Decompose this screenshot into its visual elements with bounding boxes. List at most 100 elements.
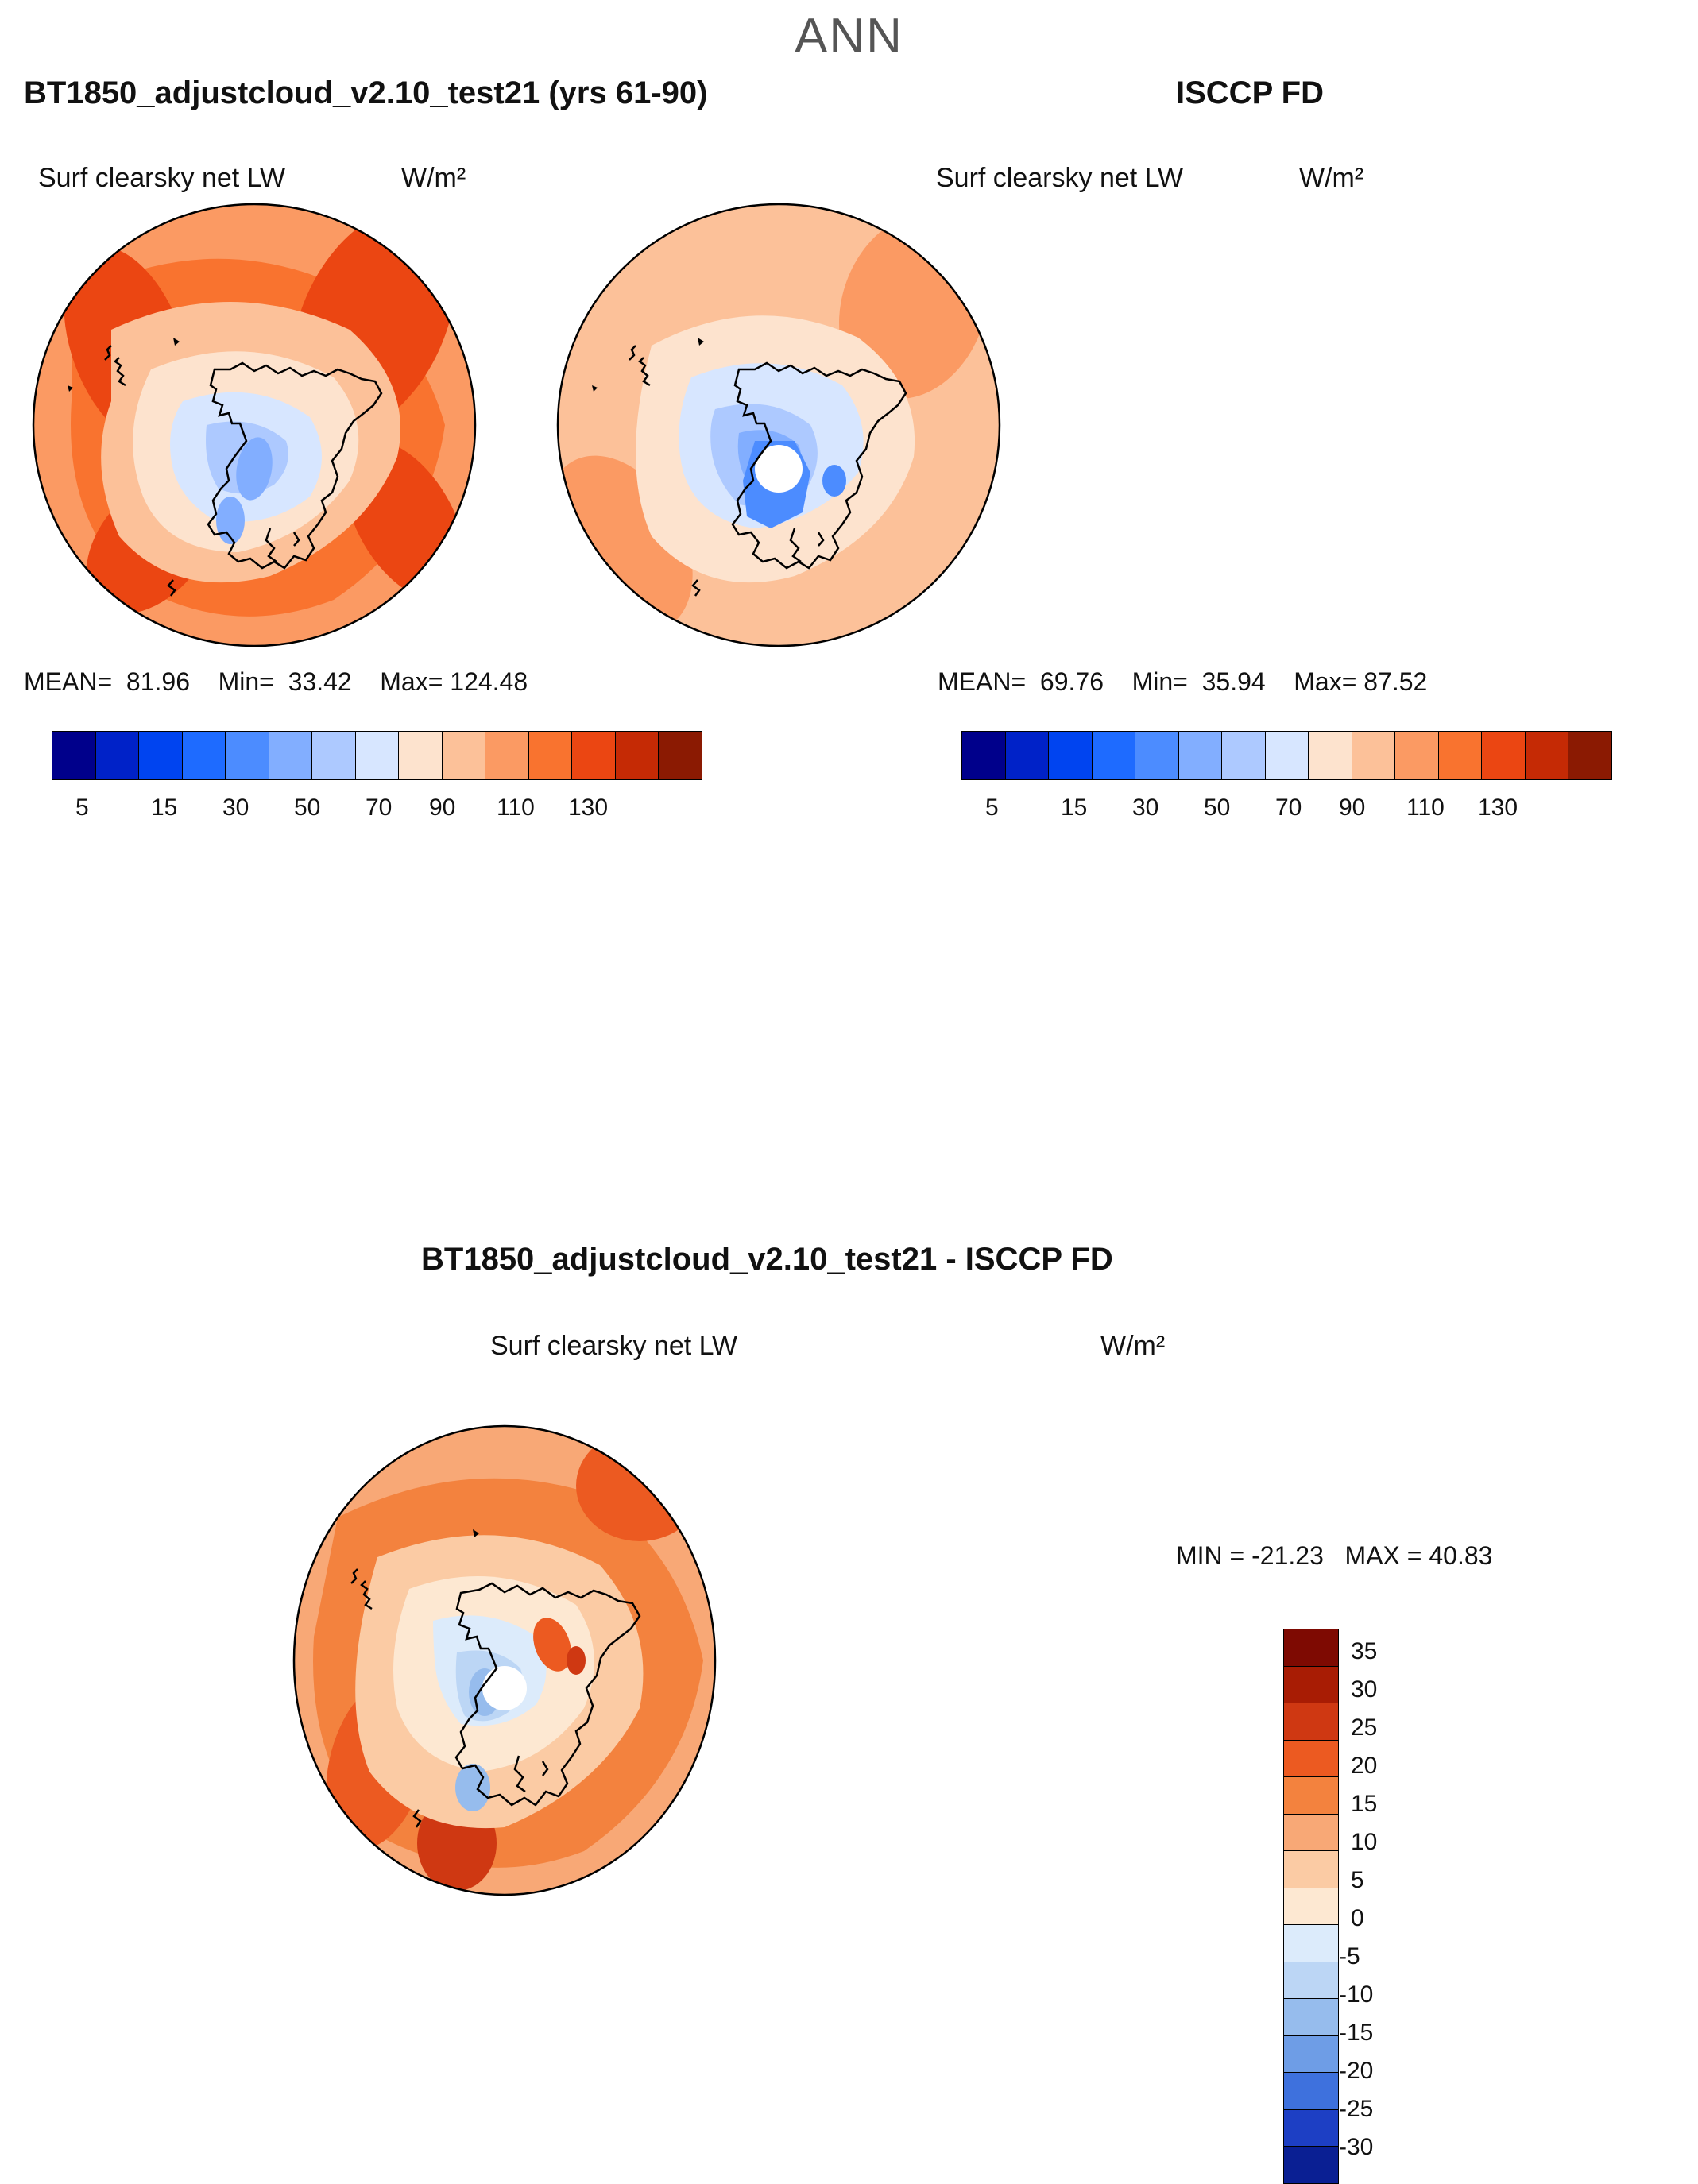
bottom-cbar-tick-4: 15 [1351,1791,1377,1818]
cbar-left-swatch-5[interactable] [269,731,313,780]
cbar-bottom-swatch-5[interactable] [1283,1814,1339,1852]
cbar-bottom-swatch-1[interactable] [1283,1666,1339,1704]
right-stats: MEAN= 69.76 Min= 35.94 Max= 87.52 [938,667,1427,697]
bottom-cbar-tick-8: -5 [1339,1943,1360,1970]
cbar-left-swatch-1[interactable] [95,731,140,780]
left-cbar-tick-6: 110 [497,794,535,821]
left-cbar-tick-0: 5 [75,794,89,821]
bottom-cbar-tick-7: 0 [1351,1905,1364,1932]
cbar-left-swatch-14[interactable] [658,731,702,780]
right-panel-subtitle: Surf clearsky net LW [936,163,1183,194]
main-title: ANN [0,8,1698,64]
cbar-right-swatch-0[interactable] [961,731,1006,780]
cbar-bottom-swatch-0[interactable] [1283,1629,1339,1667]
left-panel-title: BT1850_adjustcloud_v2.10_test21 (yrs 61-… [24,75,707,111]
cbar-right-swatch-9[interactable] [1352,731,1396,780]
bottom-panel-title: BT1850_adjustcloud_v2.10_test21 - ISCCP … [421,1242,1113,1278]
bottom-polar-plot [282,1422,727,1899]
left-cbar-tick-3: 50 [294,794,320,821]
cbar-left-swatch-8[interactable] [398,731,443,780]
cbar-bottom-swatch-7[interactable] [1283,1888,1339,1926]
cbar-left-swatch-7[interactable] [355,731,400,780]
cbar-right-swatch-10[interactable] [1394,731,1439,780]
root-page: ANN BT1850_adjustcloud_v2.10_test21 (yrs… [0,0,1698,2141]
cbar-left-swatch-11[interactable] [528,731,573,780]
cbar-right-swatch-4[interactable] [1135,731,1179,780]
cbar-right-swatch-14[interactable] [1568,731,1612,780]
bottom-max-value: 40.83 [1429,1541,1492,1570]
cbar-bottom-swatch-11[interactable] [1283,2035,1339,2074]
right-panel-title: ISCCP FD [1176,75,1324,111]
right-cbar-tick-4: 70 [1275,794,1302,821]
bottom-colorbar[interactable] [1283,1629,1339,2184]
left-cbar-tick-4: 70 [366,794,392,821]
right-colorbar[interactable] [961,731,1612,780]
left-cbar-tick-2: 30 [222,794,249,821]
cbar-left-swatch-12[interactable] [571,731,616,780]
left-cbar-tick-1: 15 [151,794,177,821]
cbar-right-swatch-11[interactable] [1438,731,1483,780]
right-cbar-tick-0: 5 [985,794,999,821]
bottom-cbar-tick-13: -30 [1339,2134,1373,2161]
bottom-cbar-tick-11: -20 [1339,2058,1373,2085]
left-min-value: 33.42 [288,667,352,696]
cbar-bottom-swatch-9[interactable] [1283,1962,1339,2000]
cbar-bottom-swatch-8[interactable] [1283,1924,1339,1962]
left-cbar-tick-7: 130 [568,794,608,821]
bottom-cbar-tick-9: -10 [1339,1981,1373,2008]
cbar-right-swatch-12[interactable] [1481,731,1526,780]
cbar-bottom-swatch-6[interactable] [1283,1850,1339,1888]
right-cbar-tick-7: 130 [1478,794,1518,821]
cbar-right-swatch-1[interactable] [1005,731,1050,780]
cbar-bottom-swatch-10[interactable] [1283,1998,1339,2036]
right-cbar-tick-3: 50 [1204,794,1230,821]
cbar-left-swatch-13[interactable] [615,731,659,780]
right-min-value: 35.94 [1202,667,1266,696]
cbar-right-swatch-6[interactable] [1221,731,1266,780]
right-mean-value: 69.76 [1040,667,1104,696]
left-mean-value: 81.96 [126,667,190,696]
bottom-panel-subtitle: Surf clearsky net LW [490,1331,737,1362]
cbar-left-swatch-6[interactable] [311,731,356,780]
cbar-bottom-swatch-14[interactable] [1283,2146,1339,2184]
right-cbar-tick-5: 90 [1339,794,1365,821]
cbar-bottom-swatch-12[interactable] [1283,2072,1339,2110]
bottom-cbar-tick-5: 10 [1351,1829,1377,1856]
right-cbar-tick-2: 30 [1132,794,1158,821]
right-polar-plot [556,203,1001,647]
cbar-bottom-swatch-4[interactable] [1283,1776,1339,1815]
right-cbar-tick-1: 15 [1061,794,1087,821]
left-cbar-tick-5: 90 [429,794,455,821]
cbar-bottom-swatch-3[interactable] [1283,1740,1339,1778]
bottom-minmax-stats: MIN = -21.23 MAX = 40.83 [1176,1541,1492,1571]
cbar-right-swatch-5[interactable] [1178,731,1223,780]
cbar-left-swatch-4[interactable] [225,731,269,780]
cbar-right-swatch-7[interactable] [1265,731,1309,780]
cbar-right-swatch-13[interactable] [1525,731,1569,780]
left-colorbar[interactable] [52,731,702,780]
left-panel-unit: W/m² [401,163,466,194]
cbar-right-swatch-3[interactable] [1092,731,1136,780]
right-panel-unit: W/m² [1299,163,1363,194]
cbar-right-swatch-8[interactable] [1308,731,1352,780]
cbar-bottom-swatch-13[interactable] [1283,2109,1339,2147]
bottom-cbar-tick-12: -25 [1339,2096,1373,2123]
bottom-cbar-tick-10: -15 [1339,2020,1373,2047]
left-polar-plot [32,203,477,647]
bottom-cbar-tick-0: 35 [1351,1638,1377,1665]
cbar-left-swatch-0[interactable] [52,731,96,780]
cbar-left-swatch-9[interactable] [442,731,486,780]
bottom-cbar-tick-6: 5 [1351,1867,1364,1894]
cbar-right-swatch-2[interactable] [1048,731,1093,780]
cbar-bottom-swatch-2[interactable] [1283,1703,1339,1741]
left-panel-subtitle: Surf clearsky net LW [38,163,285,194]
cbar-left-swatch-3[interactable] [182,731,226,780]
cbar-left-swatch-10[interactable] [485,731,529,780]
cbar-left-swatch-2[interactable] [138,731,183,780]
right-cbar-tick-6: 110 [1406,794,1445,821]
bottom-min-value: -21.23 [1251,1541,1324,1570]
left-max-value: 124.48 [450,667,528,696]
bottom-cbar-tick-2: 25 [1351,1714,1377,1741]
left-stats: MEAN= 81.96 Min= 33.42 Max= 124.48 [24,667,528,697]
bottom-panel-unit: W/m² [1100,1331,1165,1362]
